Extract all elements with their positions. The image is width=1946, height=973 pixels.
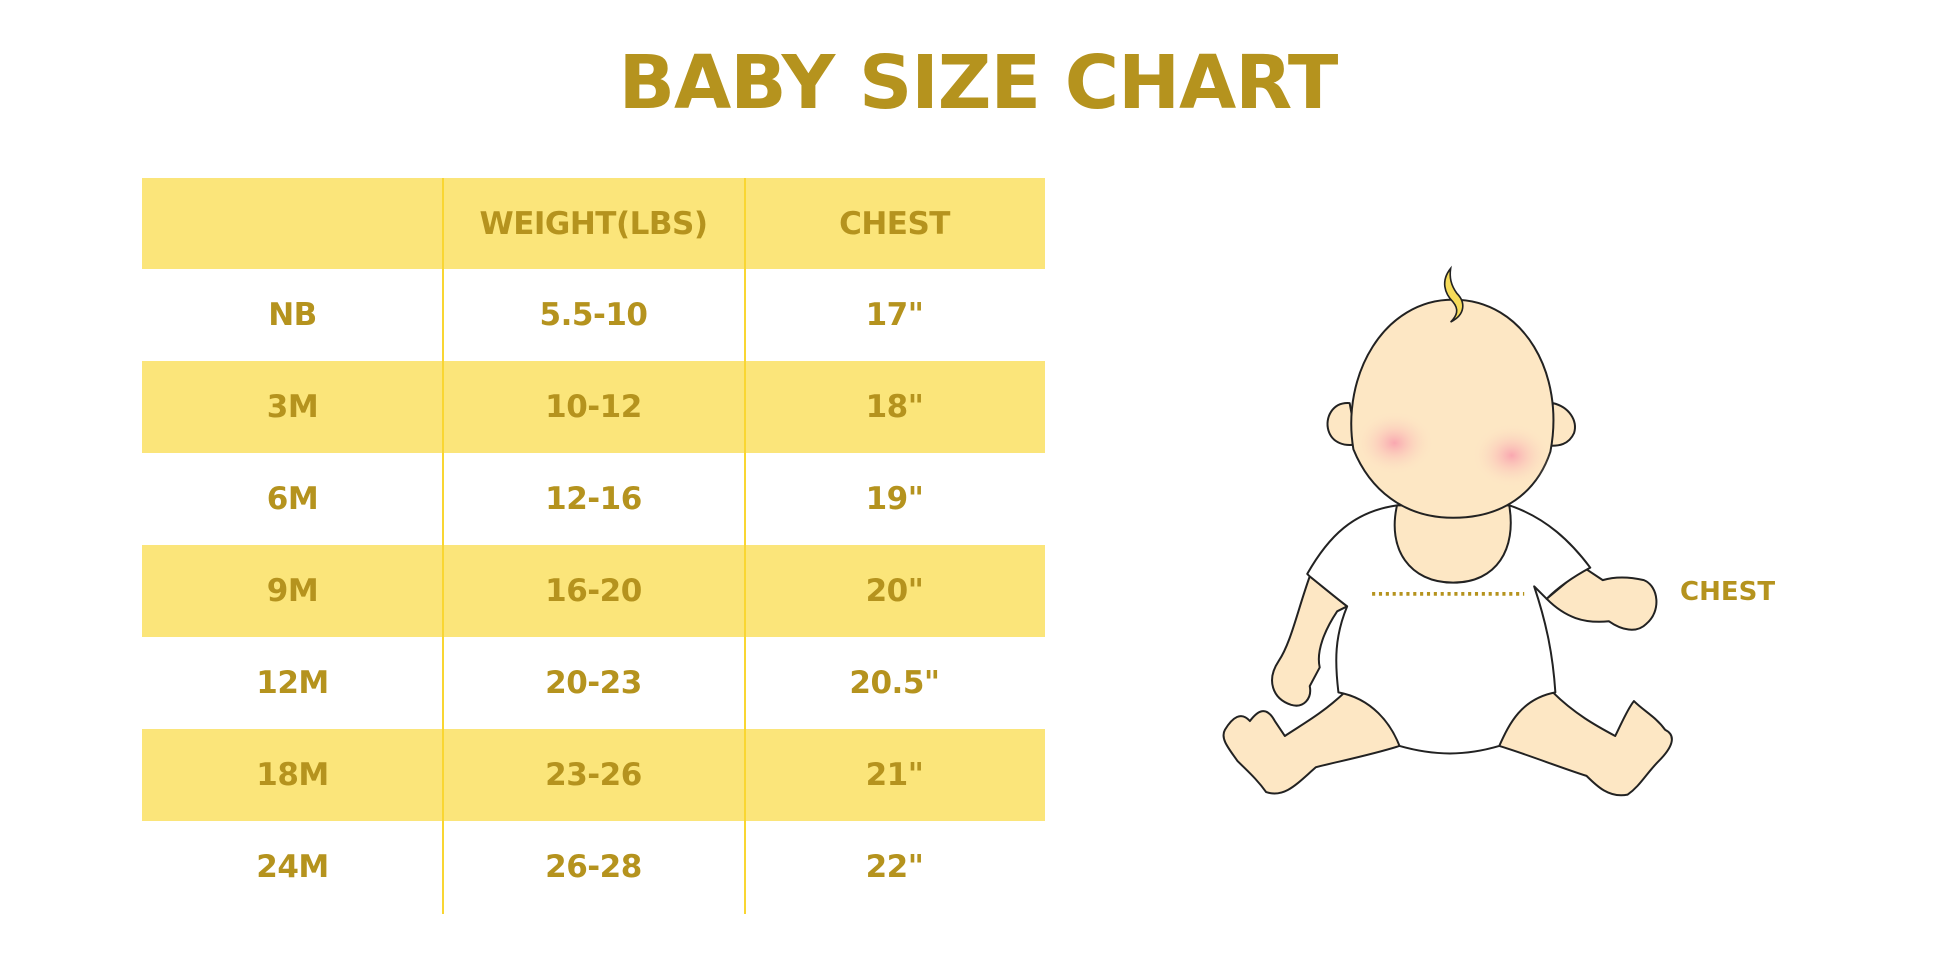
chest-cell: 19" bbox=[865, 481, 924, 517]
right-cheek bbox=[1471, 423, 1552, 488]
table-header-row: WEIGHT(LBS) CHEST bbox=[142, 178, 1045, 269]
weight-cell: 5.5-10 bbox=[539, 297, 648, 333]
weight-cell: 16-20 bbox=[545, 573, 642, 609]
chest-label: CHEST bbox=[1680, 577, 1776, 607]
size-cell: 24M bbox=[256, 849, 329, 885]
chest-cell: 17" bbox=[865, 297, 924, 333]
size-cell: 9M bbox=[266, 573, 319, 609]
column-divider bbox=[744, 178, 746, 914]
header-size bbox=[142, 178, 443, 269]
baby-illustration bbox=[1222, 265, 1673, 797]
table-row: 6M 12-16 19" bbox=[142, 453, 1045, 545]
size-cell: 3M bbox=[266, 389, 319, 425]
left-ear bbox=[1326, 402, 1359, 446]
right-leg bbox=[1498, 691, 1673, 797]
chest-cell: 20.5" bbox=[849, 665, 940, 701]
table-row: 9M 16-20 20" bbox=[142, 545, 1045, 637]
right-arm bbox=[1545, 566, 1658, 631]
left-arm bbox=[1271, 575, 1349, 707]
onesie bbox=[1306, 504, 1592, 755]
table-row: 12M 20-23 20.5" bbox=[142, 637, 1045, 729]
weight-cell: 26-28 bbox=[545, 849, 642, 885]
header-chest: CHEST bbox=[839, 205, 950, 242]
table-row: 3M 10-12 18" bbox=[142, 361, 1045, 453]
size-cell: 18M bbox=[256, 757, 329, 793]
header-weight: WEIGHT(LBS) bbox=[479, 205, 708, 242]
size-cell: NB bbox=[268, 297, 317, 333]
table-row: NB 5.5-10 17" bbox=[142, 269, 1045, 361]
size-cell: 6M bbox=[266, 481, 319, 517]
neck bbox=[1393, 504, 1512, 584]
weight-cell: 12-16 bbox=[545, 481, 642, 517]
page-title: BABY SIZE CHART bbox=[618, 40, 1339, 126]
weight-cell: 10-12 bbox=[545, 389, 642, 425]
chest-cell: 22" bbox=[865, 849, 924, 885]
chest-cell: 20" bbox=[865, 573, 924, 609]
weight-cell: 23-26 bbox=[545, 757, 642, 793]
table-row: 24M 26-28 22" bbox=[142, 821, 1045, 913]
hair-tuft bbox=[1443, 265, 1464, 323]
table-row: 18M 23-26 21" bbox=[142, 729, 1045, 821]
weight-cell: 20-23 bbox=[545, 665, 642, 701]
size-table: WEIGHT(LBS) CHEST NB 5.5-10 17" 3M 10-12… bbox=[142, 178, 1045, 914]
chest-cell: 21" bbox=[865, 757, 924, 793]
size-cell: 12M bbox=[256, 665, 329, 701]
left-leg bbox=[1222, 691, 1401, 795]
left-cheek bbox=[1354, 410, 1435, 476]
chest-cell: 18" bbox=[865, 389, 924, 425]
column-divider bbox=[442, 178, 444, 914]
